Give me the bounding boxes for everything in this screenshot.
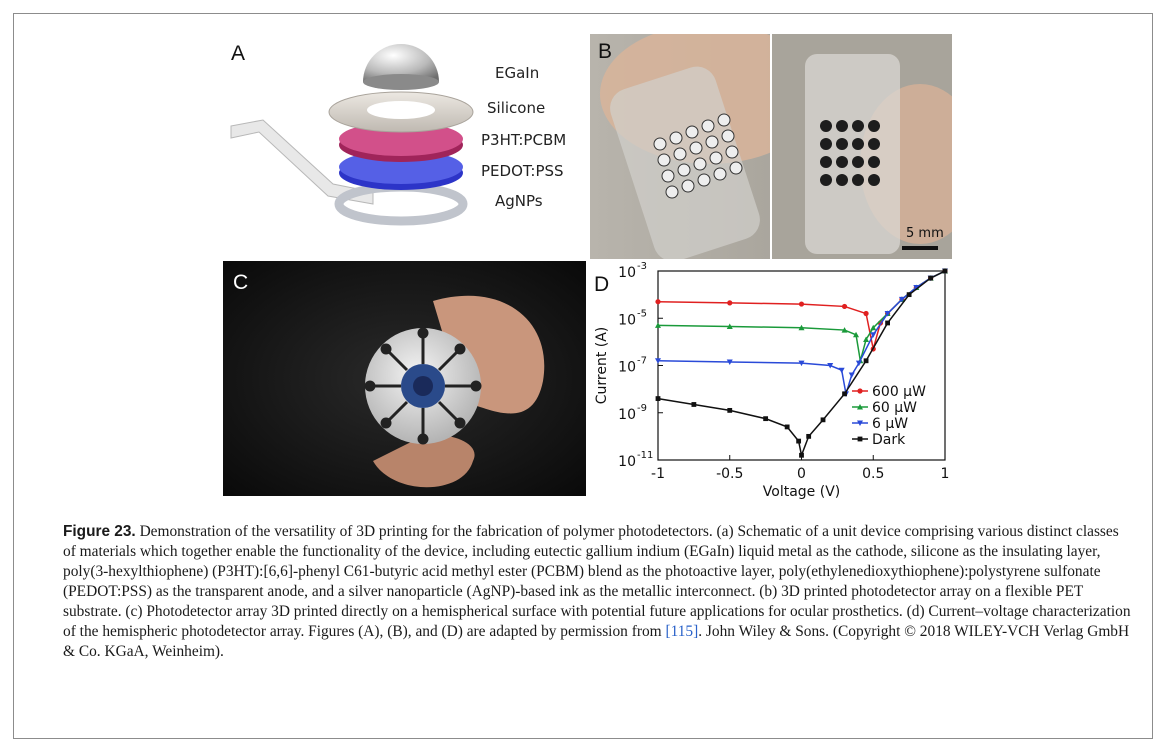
x-tick-label: 1 — [941, 466, 950, 482]
caption-text: Demonstration of the versatility of 3D p… — [63, 523, 1131, 640]
data-point — [898, 296, 905, 303]
pet-array-photo — [590, 34, 952, 259]
data-point — [806, 433, 812, 439]
data-point — [906, 292, 912, 298]
panel-b: B 5 mm — [590, 34, 952, 259]
panel-letter-c: C — [233, 271, 249, 294]
scale-bar — [902, 246, 938, 250]
data-point — [841, 303, 848, 310]
data-point — [841, 327, 848, 333]
data-point — [863, 336, 870, 343]
caption-tail: . John Wiley & Sons. (Copyright © 2018 W… — [63, 623, 1130, 660]
data-point — [691, 402, 697, 407]
data-point — [827, 363, 834, 369]
figure-frame: A EGaIn Silicone P3HT:PCBM PEDOT:PSS AgN… — [13, 13, 1153, 739]
data-point — [655, 322, 661, 328]
legend-marker — [857, 388, 863, 394]
data-point — [784, 424, 790, 430]
data-point — [796, 438, 802, 444]
layer-label-pedot-pss: PEDOT:PSS — [481, 162, 564, 180]
data-point — [855, 360, 862, 367]
y-tick-label: 10 — [618, 265, 636, 281]
data-point — [798, 324, 805, 331]
figure-label: Figure 23. — [63, 523, 136, 540]
data-point — [798, 301, 805, 307]
data-point — [913, 285, 920, 291]
layer-label-silicone: Silicone — [487, 99, 546, 117]
y-tick-label: 10 — [618, 360, 636, 376]
legend-label: 60 µW — [872, 400, 917, 416]
data-point — [928, 275, 934, 281]
legend-marker — [857, 420, 863, 426]
data-point — [863, 310, 869, 317]
x-tick-label: -0.5 — [716, 466, 743, 482]
data-point — [885, 320, 890, 326]
scale-bar-label: 5 mm — [906, 226, 944, 241]
panel-letter-a: A — [231, 42, 246, 65]
panel-letter-b: B — [598, 40, 613, 63]
data-point — [853, 331, 860, 338]
x-tick-label: 0.5 — [862, 466, 884, 482]
data-point — [870, 332, 877, 338]
data-point — [842, 391, 847, 397]
layer-label-agnps: AgNPs — [495, 192, 543, 210]
figure-caption: Figure 23. Demonstration of the versatil… — [63, 522, 1133, 662]
panel-a: A EGaIn Silicone P3HT:PCBM PEDOT:PSS AgN… — [223, 34, 586, 259]
citation-link[interactable]: [115] — [665, 623, 699, 640]
black-dot-array — [820, 120, 880, 186]
legend-label: 6 µW — [872, 416, 908, 432]
y-tick-exponent: -7 — [637, 356, 647, 367]
data-point — [655, 299, 661, 305]
panel-letter-d: D — [594, 273, 610, 296]
data-point — [848, 372, 855, 378]
data-point — [726, 359, 733, 365]
y-axis-label: Current (A) — [594, 327, 610, 405]
y-tick-label: 10 — [618, 407, 636, 423]
legend-marker — [857, 404, 863, 410]
y-tick-exponent: -11 — [637, 450, 653, 461]
data-point — [820, 417, 826, 423]
data-point — [727, 300, 733, 306]
data-point — [799, 452, 804, 458]
y-tick-exponent: -5 — [637, 308, 647, 319]
data-point — [727, 407, 733, 413]
series-line-1 — [657, 270, 946, 361]
data-point — [942, 268, 948, 274]
series-line-2 — [657, 270, 946, 395]
data-point — [655, 396, 661, 401]
data-point — [884, 311, 891, 317]
data-point — [838, 367, 845, 374]
data-point — [655, 358, 661, 364]
data-point — [863, 358, 869, 364]
x-tick-label: -1 — [651, 466, 665, 482]
device-schematic — [223, 34, 586, 259]
y-tick-exponent: -3 — [637, 261, 647, 272]
panel-c: C — [223, 261, 586, 496]
panel-d: D -1 -0.5 0 0.5 1 10 -11 10 -9 10 -7 10 -5 10 -3 Voltag… — [590, 261, 952, 501]
legend-label: Dark — [872, 432, 906, 448]
hemispherical-array-photo — [223, 261, 586, 496]
y-tick-exponent: -9 — [637, 403, 647, 414]
y-tick-label: 10 — [618, 312, 636, 328]
data-point — [726, 323, 733, 330]
data-point — [763, 416, 769, 422]
legend-label: 600 µW — [872, 384, 926, 400]
data-point — [870, 324, 877, 331]
legend-marker — [857, 436, 863, 442]
x-tick-label: 0 — [797, 466, 806, 482]
layer-label-p3ht-pcbm: P3HT:PCBM — [481, 131, 567, 149]
y-tick-label: 10 — [618, 454, 636, 470]
x-axis-label: Voltage (V) — [763, 484, 840, 500]
silver-dot-array — [653, 113, 743, 199]
data-point — [798, 360, 805, 367]
layer-label-egain: EGaIn — [495, 64, 540, 82]
series-line-0 — [657, 270, 946, 350]
